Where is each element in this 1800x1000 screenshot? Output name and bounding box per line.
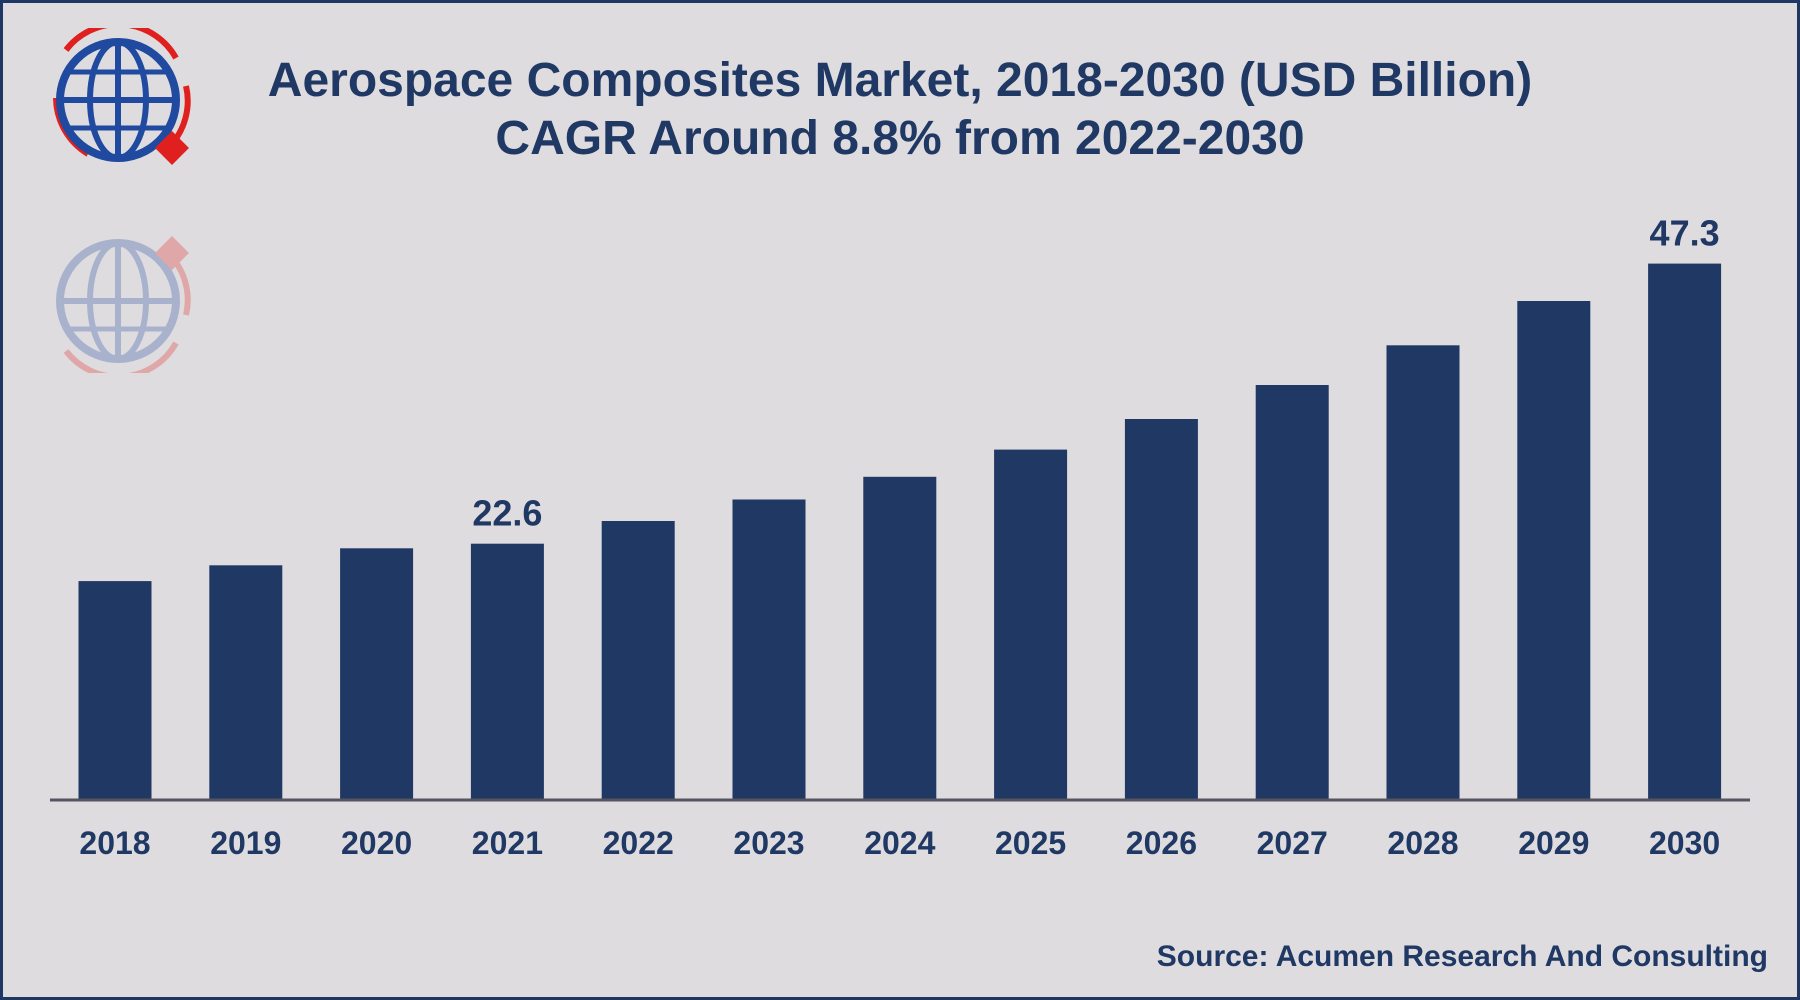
x-tick-label-2019: 2019	[210, 825, 281, 861]
bar-2022	[601, 521, 675, 800]
x-tick-label-2025: 2025	[995, 825, 1066, 861]
chart-subtitle: CAGR Around 8.8% from 2022-2030	[495, 112, 1305, 165]
chart-title-block: Aerospace Composites Market, 2018-2030 (…	[0, 52, 1800, 168]
x-tick-label-2022: 2022	[603, 825, 674, 861]
globe-logo-icon	[53, 28, 191, 165]
bar-2019	[209, 565, 283, 800]
bar-2018	[78, 581, 152, 800]
x-tick-label-2027: 2027	[1257, 825, 1328, 861]
bar-2029	[1517, 301, 1591, 800]
bar-2021	[470, 543, 544, 800]
chart-title: Aerospace Composites Market, 2018-2030 (…	[267, 54, 1533, 107]
x-tick-label-2026: 2026	[1126, 825, 1197, 861]
globe-logo-reflection-icon	[56, 236, 191, 373]
bars-group	[78, 263, 1722, 801]
x-tick-labels: 2018 2019 2020 2021 2022 2023 2024 2025 2026 2027…	[79, 825, 1720, 861]
bar-2023	[732, 499, 806, 800]
source-note: Source: Acumen Research And Consulting	[1156, 940, 1768, 973]
data-label-2030: 47.3	[1650, 213, 1720, 254]
bar-2028	[1386, 345, 1460, 800]
x-tick-label-2020: 2020	[341, 825, 412, 861]
bar-2024	[863, 476, 937, 800]
x-tick-label-2023: 2023	[733, 825, 804, 861]
x-tick-label-2029: 2029	[1518, 825, 1589, 861]
x-tick-label-2018: 2018	[79, 825, 150, 861]
data-labels: 22.6 47.3	[472, 213, 1719, 534]
bar-2025	[994, 449, 1068, 800]
bar-2030	[1648, 263, 1722, 801]
x-tick-label-2030: 2030	[1649, 825, 1720, 861]
data-label-2021: 22.6	[472, 493, 542, 534]
x-tick-label-2024: 2024	[864, 825, 935, 861]
bar-2026	[1124, 419, 1198, 800]
x-tick-label-2028: 2028	[1387, 825, 1458, 861]
bar-2020	[340, 548, 414, 800]
x-tick-label-2021: 2021	[472, 825, 543, 861]
bar-2027	[1255, 385, 1329, 800]
